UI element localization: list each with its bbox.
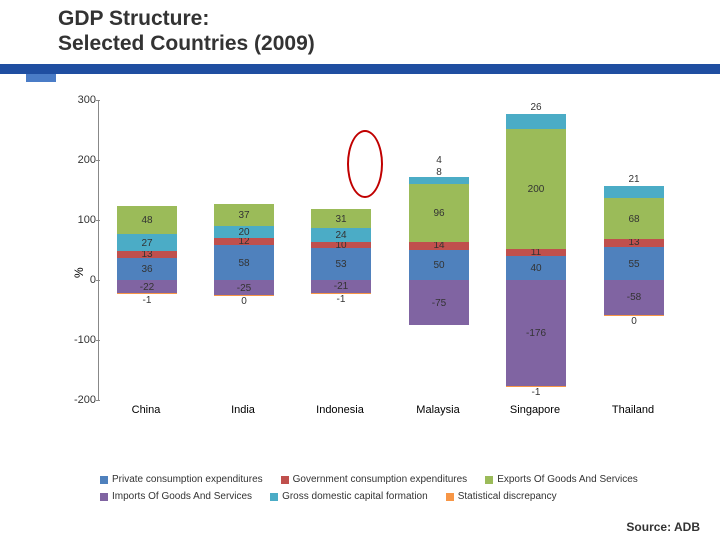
legend-swatch xyxy=(446,493,454,501)
bar-value-label: -58 xyxy=(604,292,664,303)
bar-value-label: -176 xyxy=(506,328,566,339)
legend-swatch xyxy=(100,476,108,484)
legend-item: Exports Of Goods And Services xyxy=(485,474,638,485)
bar-value-label: 26 xyxy=(506,102,566,113)
y-tick: 200 xyxy=(72,154,96,166)
bar-value-label: -25 xyxy=(214,283,274,294)
bar-value-label: 68 xyxy=(604,214,664,225)
bar-segment xyxy=(506,114,566,130)
bar-column: 36132748-22-1 xyxy=(117,100,177,400)
legend-label: Exports Of Goods And Services xyxy=(497,474,638,485)
legend-item: Gross domestic capital formation xyxy=(270,491,428,502)
y-tick: 0 xyxy=(72,274,96,286)
x-category-label: Malaysia xyxy=(398,404,478,416)
bar-value-label: 4 xyxy=(409,155,469,166)
legend-swatch xyxy=(281,476,289,484)
title-line-2: Selected Countries (2009) xyxy=(58,31,315,56)
legend-swatch xyxy=(485,476,493,484)
annotation-ellipse xyxy=(347,130,383,198)
legend-item: Statistical discrepancy xyxy=(446,491,557,502)
bar-value-label: 40 xyxy=(506,263,566,274)
legend-label: Gross domestic capital formation xyxy=(282,491,428,502)
bar-value-label: 37 xyxy=(214,210,274,221)
legend-label: Statistical discrepancy xyxy=(458,491,557,502)
x-category-label: China xyxy=(106,404,186,416)
bar-value-label: 24 xyxy=(311,230,371,241)
y-tick: -100 xyxy=(72,334,96,346)
bar-column: 50149684-75 xyxy=(409,100,469,400)
x-category-label: India xyxy=(203,404,283,416)
y-tick: -200 xyxy=(72,394,96,406)
legend-item: Government consumption expenditures xyxy=(281,474,468,485)
bar-value-label: 0 xyxy=(604,316,664,327)
bar-value-label: 0 xyxy=(214,296,274,307)
bar-value-label: -1 xyxy=(311,294,371,305)
legend-label: Government consumption expenditures xyxy=(293,474,468,485)
legend-label: Imports Of Goods And Services xyxy=(112,491,252,502)
y-tick: 100 xyxy=(72,214,96,226)
legend-label: Private consumption expenditures xyxy=(112,474,263,485)
bar-value-label: -22 xyxy=(117,282,177,293)
bar-value-label: 31 xyxy=(311,214,371,225)
bar-value-label: 36 xyxy=(117,264,177,275)
legend-item: Private consumption expenditures xyxy=(100,474,263,485)
legend-swatch xyxy=(270,493,278,501)
accent-bar xyxy=(0,64,720,74)
x-category-label: Thailand xyxy=(593,404,673,416)
title-line-1: GDP Structure: xyxy=(58,6,315,31)
legend: Private consumption expenditures Governme… xyxy=(100,474,656,508)
bar-value-label: 58 xyxy=(214,258,274,269)
chart-area: % 36132748-22-158122037-25053102431-21-1… xyxy=(58,100,682,445)
bar-value-label: 96 xyxy=(409,208,469,219)
source-text: Source: ADB xyxy=(626,520,700,534)
bar-column: 55136821-580 xyxy=(604,100,664,400)
bar-value-label: 200 xyxy=(506,184,566,195)
bar-value-label: -1 xyxy=(117,295,177,306)
bar-value-label: 27 xyxy=(117,238,177,249)
bar-segment xyxy=(604,186,664,199)
x-category-label: Singapore xyxy=(495,404,575,416)
legend-item: Imports Of Goods And Services xyxy=(100,491,252,502)
y-tick: 300 xyxy=(72,94,96,106)
x-category-label: Indonesia xyxy=(300,404,380,416)
bar-column: 58122037-250 xyxy=(214,100,274,400)
bar-column: 401120026-176-1 xyxy=(506,100,566,400)
bar-value-label: 53 xyxy=(311,259,371,270)
legend-swatch xyxy=(100,493,108,501)
bar-value-label: 55 xyxy=(604,259,664,270)
bar-value-label: -21 xyxy=(311,281,371,292)
bar-value-label: 50 xyxy=(409,260,469,271)
bar-value-label: 48 xyxy=(117,215,177,226)
page-title: GDP Structure: Selected Countries (2009) xyxy=(58,6,315,56)
bar-segment xyxy=(409,179,469,184)
bar-value-label: -1 xyxy=(506,387,566,398)
bar-value-label: 20 xyxy=(214,227,274,238)
bar-segment xyxy=(409,177,469,179)
accent-stub xyxy=(26,74,56,82)
bar-value-label: -75 xyxy=(409,298,469,309)
bar-value-label: 21 xyxy=(604,174,664,185)
plot-area: 36132748-22-158122037-25053102431-21-150… xyxy=(98,100,682,400)
